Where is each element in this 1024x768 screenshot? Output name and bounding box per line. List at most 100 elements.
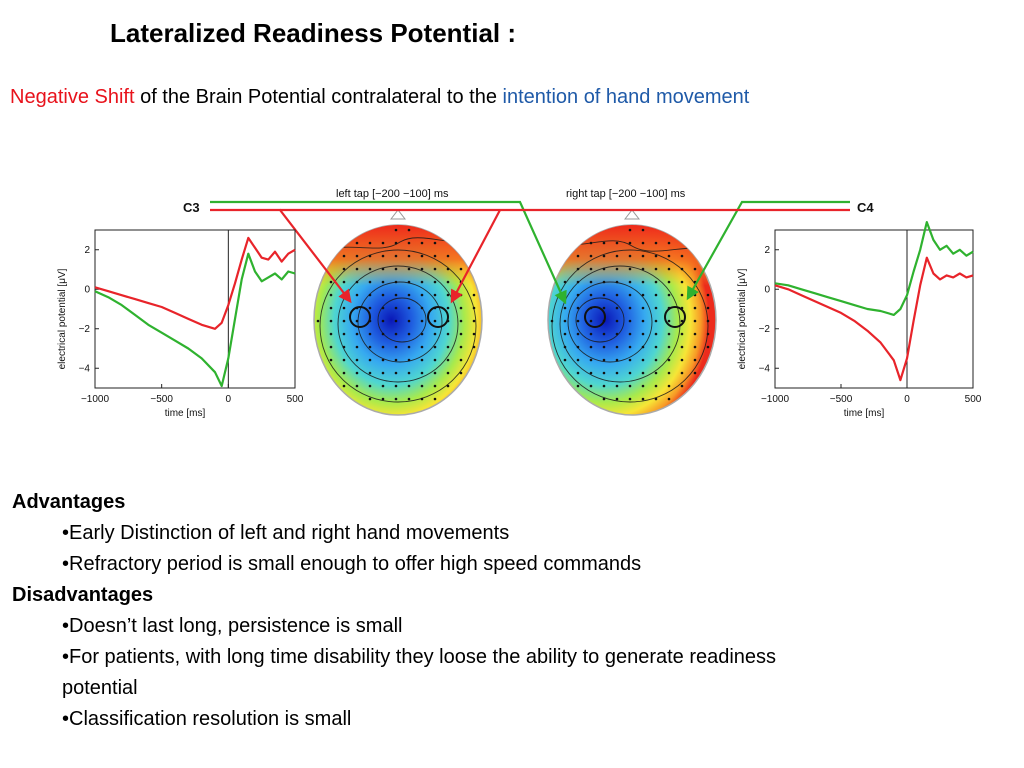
electrode-dot (680, 371, 684, 375)
x-axis-label: time [ms] (844, 408, 885, 419)
electrode-dot (706, 332, 710, 336)
series-line (94, 236, 296, 330)
electrode-dot (407, 267, 411, 271)
disadvantage-item: •For patients, with long time disability… (62, 646, 777, 668)
electrode-dot (381, 345, 385, 349)
c4-electrode-ring (664, 306, 686, 328)
electrode-dot (641, 345, 645, 349)
electrode-dot (602, 332, 606, 336)
electrode-dot (394, 293, 398, 297)
electrode-dot (693, 345, 697, 349)
electrode-dot (433, 332, 437, 336)
electrode-dot (563, 306, 567, 310)
electrode-dot (446, 293, 450, 297)
left-tap-label: left tap [−200 −100] ms (336, 188, 449, 200)
electrode-dot (368, 358, 372, 362)
electrode-dot (667, 332, 671, 336)
electrode-dot (472, 319, 476, 323)
electrode-dot (446, 384, 450, 388)
electrode-dot (407, 228, 411, 232)
electrode-dot (433, 254, 437, 258)
electrode-dot (615, 384, 619, 388)
electrode-dot (381, 397, 385, 401)
electrode-dot (706, 293, 710, 297)
electrode-dot (420, 319, 424, 323)
electrode-dot (394, 345, 398, 349)
electrode-dot (576, 371, 580, 375)
electrode-dot (355, 358, 359, 362)
electrode-dot (706, 345, 710, 349)
right-tap-head-map (547, 209, 717, 416)
electrode-dot (602, 254, 606, 258)
electrode-dot (576, 280, 580, 284)
electrode-dot (329, 293, 333, 297)
electrode-dot (342, 371, 346, 375)
electrode-dot (342, 332, 346, 336)
electrode-dot (628, 241, 632, 245)
electrode-dot (576, 345, 580, 349)
electrode-dot (420, 306, 424, 310)
electrode-dot (641, 319, 645, 323)
electrode-dot (329, 319, 333, 323)
electrode-dot (641, 306, 645, 310)
negative-shift-text: Negative Shift (10, 86, 135, 108)
electrode-dot (329, 306, 333, 310)
electrode-dot (615, 293, 619, 297)
electrode-dot (420, 280, 424, 284)
electrode-dot (459, 267, 463, 271)
electrode-dot (654, 332, 658, 336)
electrode-dot (693, 306, 697, 310)
electrode-dot (446, 345, 450, 349)
electrode-dot (368, 267, 372, 271)
electrode-dot (615, 397, 619, 401)
electrode-dot (472, 345, 476, 349)
electrode-dot (628, 254, 632, 258)
series-line (774, 256, 974, 382)
c3-label: C3 (183, 200, 200, 215)
electrode-dot (680, 332, 684, 336)
electrode-dot (641, 293, 645, 297)
disadvantage-item: •Doesn’t last long, persistence is small (62, 615, 403, 637)
electrode-dot (420, 293, 424, 297)
electrode-dot (667, 371, 671, 375)
electrode-dot (693, 371, 697, 375)
electrode-dot (459, 306, 463, 310)
electrode-dot (654, 371, 658, 375)
c3-electrode-ring (349, 306, 371, 328)
electrode-dot (563, 280, 567, 284)
electrode-dot (589, 358, 593, 362)
electrode-dot (420, 254, 424, 258)
electrode-dot (628, 397, 632, 401)
electrode-dot (420, 358, 424, 362)
x-tick-label: 500 (287, 394, 304, 405)
electrode-dot (628, 306, 632, 310)
electrode-dot (641, 254, 645, 258)
electrode-dot (355, 319, 359, 323)
electrode-dot (394, 306, 398, 310)
electrode-dot (576, 293, 580, 297)
electrode-dot (602, 397, 606, 401)
electrode-dot (433, 358, 437, 362)
electrode-dot (589, 345, 593, 349)
electrode-dot (394, 228, 398, 232)
electrode-dot (667, 241, 671, 245)
electrode-dot (433, 384, 437, 388)
electrode-dot (615, 371, 619, 375)
electrode-dot (706, 306, 710, 310)
electrode-dot (654, 280, 658, 284)
electrode-dot (602, 293, 606, 297)
electrode-dot (654, 267, 658, 271)
electrode-dot (576, 384, 580, 388)
intention-text: intention of hand movement (502, 86, 750, 108)
electrode-dot (342, 306, 346, 310)
electrode-dot (576, 254, 580, 258)
electrode-dot (368, 384, 372, 388)
electrode-dot (355, 332, 359, 336)
electrode-dot (563, 358, 567, 362)
electrode-dot (693, 358, 697, 362)
electrode-dot (706, 319, 710, 323)
electrode-dot (654, 319, 658, 323)
y-tick-label: 0 (764, 284, 770, 295)
electrode-dot (680, 267, 684, 271)
electrode-dot (563, 345, 567, 349)
